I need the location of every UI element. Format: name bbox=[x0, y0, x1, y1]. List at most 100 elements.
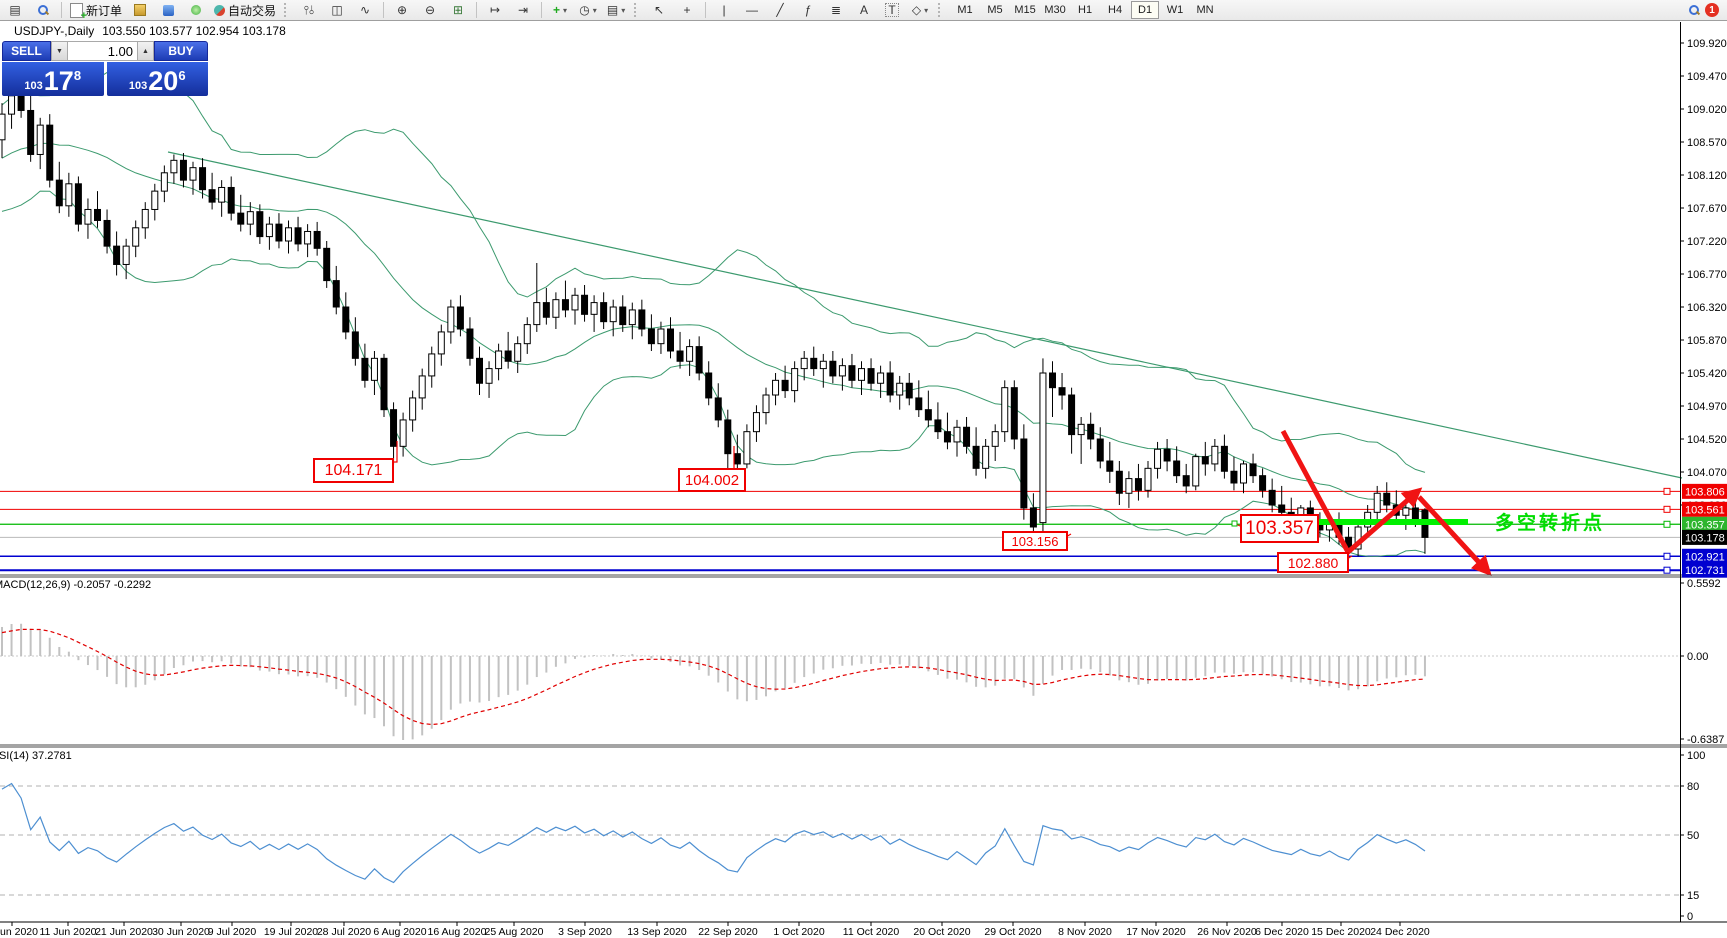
community-button[interactable] bbox=[155, 0, 181, 20]
axis-label: 109.920 bbox=[1687, 38, 1727, 50]
sell-button[interactable]: SELL bbox=[2, 41, 51, 61]
chart-shift-button[interactable]: ⇥ bbox=[510, 0, 536, 20]
notification-badge[interactable]: 1 bbox=[1705, 3, 1719, 17]
axis-label: 19 Jul 2020 bbox=[264, 926, 318, 938]
buy-price-sup: 6 bbox=[178, 68, 186, 83]
candle-chart-icon: ◫ bbox=[331, 3, 343, 17]
axis-label: 107.670 bbox=[1687, 203, 1727, 215]
timeframe-m15[interactable]: M15 bbox=[1014, 4, 1036, 16]
axis-label: 21 Jun 2020 bbox=[95, 926, 153, 938]
tile-windows-button[interactable]: ⊞ bbox=[445, 0, 471, 20]
axis-label: 103.561 bbox=[1685, 504, 1725, 516]
toolbar-grip bbox=[284, 3, 291, 17]
deposit-icon bbox=[134, 4, 147, 16]
volume-increase-button[interactable]: ▲ bbox=[137, 41, 154, 61]
axis-label: 24 Dec 2020 bbox=[1370, 926, 1430, 938]
auto-scroll-button[interactable]: ↦ bbox=[482, 0, 508, 20]
preview-icon[interactable] bbox=[30, 0, 56, 20]
search-icon[interactable] bbox=[1689, 5, 1699, 15]
zoom-out-icon: ⊖ bbox=[425, 3, 436, 17]
clock-icon: ◷ bbox=[579, 3, 590, 17]
axis-label: 16 Aug 2020 bbox=[428, 926, 487, 938]
axis-label: 109.020 bbox=[1687, 104, 1727, 116]
axis-label: 106.770 bbox=[1687, 269, 1727, 281]
label-tool-button[interactable]: T bbox=[879, 0, 905, 20]
timeframe-m5[interactable]: M5 bbox=[987, 4, 1003, 16]
magnifier-icon bbox=[38, 5, 48, 15]
drawn-annotations[interactable] bbox=[390, 429, 1492, 577]
timeframe-bar: M1 M5 M15 M30 H1 H4 D1 W1 MN bbox=[950, 1, 1220, 19]
buy-price-prefix: 103 bbox=[128, 80, 148, 92]
sell-price-sup: 8 bbox=[73, 68, 82, 83]
timeframe-w1[interactable]: W1 bbox=[1166, 4, 1184, 16]
zoom-in-button[interactable]: ⊕ bbox=[389, 0, 415, 20]
zoom-out-button[interactable]: ⊖ bbox=[417, 0, 443, 20]
timeframe-h1[interactable]: H1 bbox=[1078, 4, 1093, 16]
chevron-down-icon: ▾ bbox=[592, 5, 597, 15]
price-callout[interactable]: 103.357 bbox=[1240, 514, 1319, 543]
trendline-button[interactable]: ╱ bbox=[767, 0, 793, 20]
auto-trading-label: 自动交易 bbox=[228, 3, 277, 18]
axis-label: 80 bbox=[1687, 781, 1699, 793]
zoom-in-icon: ⊕ bbox=[397, 3, 408, 17]
fibonacci-button[interactable]: ƒ bbox=[795, 0, 821, 20]
axis-label: 11 Oct 2020 bbox=[843, 926, 900, 938]
bar-chart-button[interactable]: ⫯⫰ bbox=[296, 0, 322, 20]
axis-label: 9 Jul 2020 bbox=[208, 926, 257, 938]
vertical-line-button[interactable]: | bbox=[711, 0, 737, 20]
volume-decrease-button[interactable]: ▼ bbox=[51, 41, 68, 61]
axis-label: 30 Jun 2020 bbox=[152, 926, 210, 938]
new-order-label: 新订单 bbox=[86, 3, 123, 18]
indicators-button[interactable]: + ▾ bbox=[547, 0, 573, 20]
timeframe-d1[interactable]: D1 bbox=[1131, 1, 1160, 19]
timeframe-h4[interactable]: H4 bbox=[1108, 4, 1123, 16]
chart-window-icon[interactable]: ▤ bbox=[9, 3, 21, 17]
axes: 109.920 109.470 109.020 108.570 108.120 107.6… bbox=[0, 22, 1727, 938]
timeframe-m30[interactable]: M30 bbox=[1044, 4, 1066, 16]
axis-label: 103.178 bbox=[1685, 532, 1725, 544]
new-order-button[interactable]: 新订单 bbox=[67, 0, 125, 22]
sell-price[interactable]: 103 17 8 bbox=[2, 62, 104, 96]
auto-trading-icon bbox=[214, 4, 226, 16]
crosshair-button[interactable]: + bbox=[674, 0, 700, 20]
axis-label: 8 Nov 2020 bbox=[1058, 926, 1112, 938]
text-tool-button[interactable]: A bbox=[851, 0, 877, 20]
shapes-button[interactable]: ◇ ▾ bbox=[907, 0, 933, 20]
buy-button[interactable]: BUY bbox=[154, 41, 208, 61]
candle-chart-button[interactable]: ◫ bbox=[324, 0, 350, 20]
timeframe-mn[interactable]: MN bbox=[1196, 4, 1214, 16]
crosshair-icon: + bbox=[683, 3, 691, 17]
macd-label: MACD(12,26,9) -0.2057 -0.2292 bbox=[0, 579, 152, 591]
price-callout[interactable]: 102.880 bbox=[1277, 552, 1349, 573]
templates-button[interactable]: ▤ ▾ bbox=[603, 0, 629, 20]
chevron-down-icon: ▾ bbox=[621, 5, 626, 15]
community-icon bbox=[162, 4, 174, 16]
cursor-button[interactable]: ↖ bbox=[646, 0, 672, 20]
deposit-button[interactable] bbox=[127, 0, 153, 20]
line-chart-button[interactable]: ∿ bbox=[352, 0, 378, 20]
rsi-label: RSI(14) 37.2781 bbox=[0, 750, 72, 762]
price-callout[interactable]: 104.171 bbox=[313, 458, 394, 483]
pivot-annotation-text[interactable]: 多空转折点 bbox=[1495, 513, 1606, 534]
buy-price[interactable]: 103 20 6 bbox=[106, 62, 208, 96]
buy-price-big: 20 bbox=[148, 66, 179, 96]
callout-anchor bbox=[1231, 520, 1238, 527]
price-callout[interactable]: 104.002 bbox=[678, 468, 746, 492]
signals-button[interactable] bbox=[183, 0, 209, 20]
axis-label: 20 Oct 2020 bbox=[913, 926, 970, 938]
auto-trading-button[interactable]: 自动交易 bbox=[211, 0, 279, 20]
axis-label: -0.6387 bbox=[1687, 734, 1724, 746]
channel-button[interactable]: ≣ bbox=[823, 0, 849, 20]
horizontal-line-button[interactable]: — bbox=[739, 0, 765, 20]
axis-label: 6 Dec 2020 bbox=[1255, 926, 1309, 938]
periods-button[interactable]: ◷ ▾ bbox=[575, 0, 601, 20]
axis-label: 26 Nov 2020 bbox=[1197, 926, 1257, 938]
price-badge bbox=[1682, 516, 1727, 532]
trend-arrow[interactable] bbox=[1417, 495, 1492, 577]
axis-label: 0.00 bbox=[1687, 651, 1708, 663]
price-callout[interactable]: 103.156 bbox=[1002, 531, 1068, 551]
volume-input[interactable] bbox=[68, 41, 137, 61]
timeframe-m1[interactable]: M1 bbox=[957, 4, 973, 16]
